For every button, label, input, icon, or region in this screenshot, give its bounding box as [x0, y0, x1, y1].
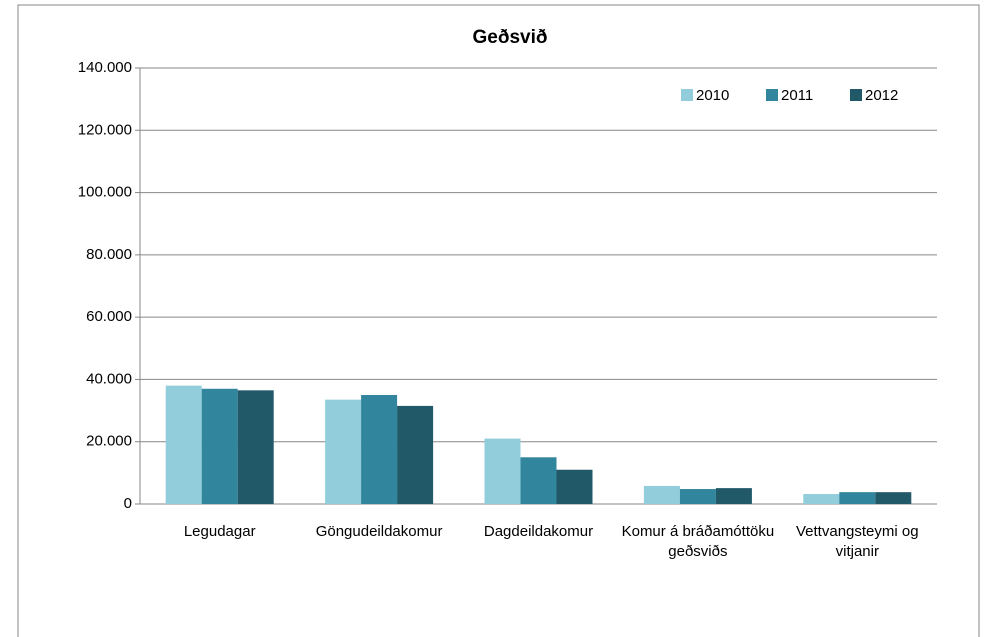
bar — [839, 492, 876, 504]
bar — [803, 494, 840, 504]
bar — [715, 488, 752, 504]
bar — [643, 485, 680, 504]
bar — [397, 405, 434, 504]
legend-label: 2011 — [781, 87, 813, 104]
bar — [325, 399, 362, 504]
bar — [556, 469, 593, 504]
x-tick-label: Legudagar — [183, 523, 256, 540]
y-tick-label: 100.000 — [78, 184, 132, 201]
y-tick-label: 120.000 — [78, 121, 132, 138]
bar — [520, 457, 557, 504]
legend-label: 2012 — [865, 87, 898, 104]
bar — [237, 390, 274, 504]
chart-frame — [17, 4, 980, 637]
legend-swatch — [681, 89, 693, 101]
chart-title: Geðsvið — [473, 27, 548, 48]
x-tick-label: Göngudeildakomur — [315, 523, 443, 540]
bar — [361, 395, 398, 504]
x-tick-label: Dagdeildakomur — [483, 523, 594, 540]
legend-swatch — [766, 89, 778, 101]
x-tick-label: Vettvangsteymi og vitjanir — [796, 523, 919, 560]
y-tick-label: 20.000 — [86, 433, 132, 450]
y-tick-label: 80.000 — [86, 246, 132, 263]
legend-swatch — [850, 89, 862, 101]
bar — [875, 492, 912, 504]
y-tick-label: 40.000 — [86, 370, 132, 387]
x-tick-label: Komur á bráðamóttöku geðsviðs — [621, 523, 775, 560]
bar — [165, 385, 202, 504]
y-tick-label: 60.000 — [86, 308, 132, 325]
bar — [201, 388, 238, 504]
bar — [679, 489, 716, 504]
y-tick-label: 0 — [124, 495, 132, 512]
legend-label: 2010 — [696, 87, 729, 104]
y-tick-label: 140.000 — [78, 59, 132, 76]
bar — [484, 438, 521, 504]
